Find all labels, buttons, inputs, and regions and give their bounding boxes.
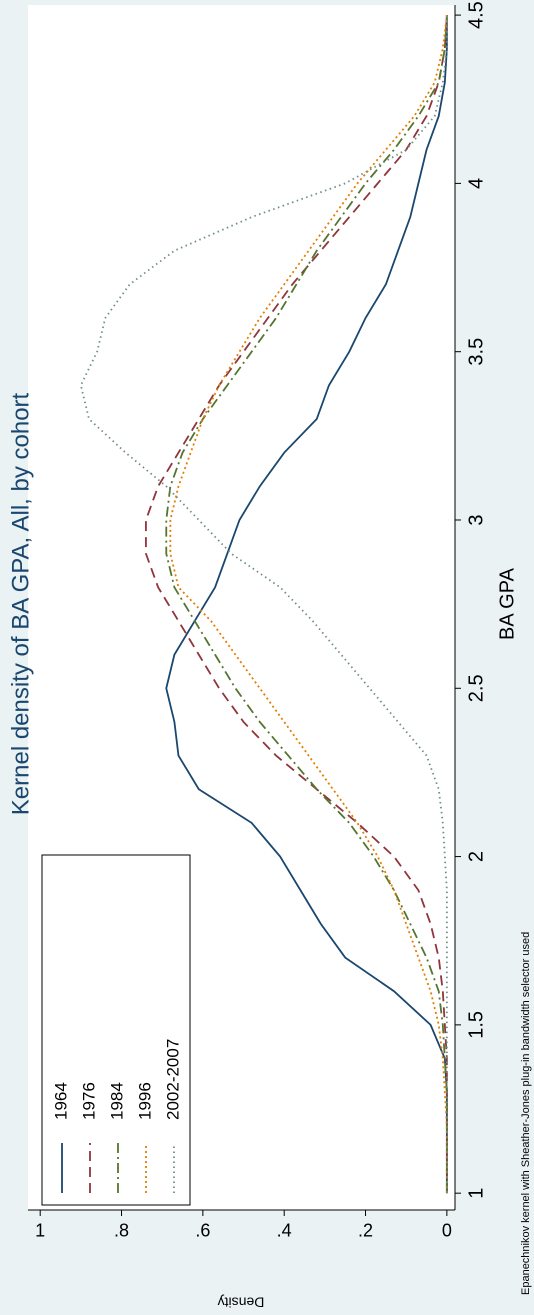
series-line xyxy=(165,15,448,1194)
legend-label: 1976 xyxy=(79,1082,98,1120)
x-tick-label: 2.5 xyxy=(465,674,487,702)
x-tick-label: 1.5 xyxy=(465,1011,487,1039)
legend-box xyxy=(41,854,191,1206)
x-axis-label: BA GPA xyxy=(496,567,518,640)
y-tick-label: .6 xyxy=(195,1221,210,1241)
x-tick-label: 1 xyxy=(465,1188,487,1199)
series-line xyxy=(79,15,448,1194)
x-tick-label: 2 xyxy=(465,851,487,862)
legend-label: 2002-2007 xyxy=(163,1039,182,1120)
series-line xyxy=(169,14,448,1194)
y-axis-label: Density xyxy=(218,1294,265,1310)
legend-label: 1984 xyxy=(107,1082,126,1120)
y-tick-label: .2 xyxy=(358,1221,373,1241)
series-line xyxy=(145,15,448,1194)
y-tick-label: 1 xyxy=(35,1221,45,1241)
chart-title: Kernel density of BA GPA, All, by cohort xyxy=(7,392,34,815)
x-tick-label: 3 xyxy=(465,514,487,525)
y-tick-label: 0 xyxy=(442,1221,452,1241)
y-tick-label: .4 xyxy=(277,1221,292,1241)
series-line xyxy=(165,15,448,1194)
x-tick-label: 3.5 xyxy=(465,338,487,366)
y-tick-label: .8 xyxy=(114,1221,129,1241)
x-tick-label: 4.5 xyxy=(465,1,487,29)
legend-label: 1996 xyxy=(135,1082,154,1120)
x-tick-label: 4 xyxy=(465,178,487,189)
legend-label: 1964 xyxy=(51,1082,70,1120)
note: Epanechnikov kernel with Sheather-Jones … xyxy=(520,932,532,1295)
